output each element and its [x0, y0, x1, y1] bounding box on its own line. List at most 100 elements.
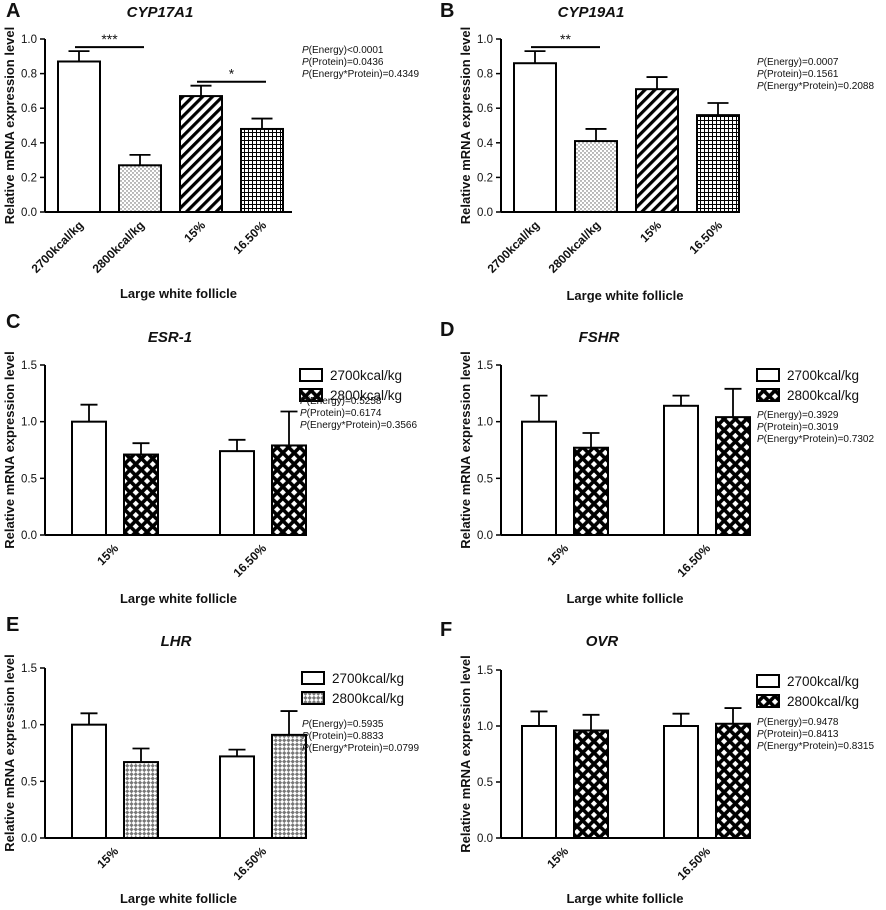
p-symbol: P [300, 396, 307, 407]
legend-swatch [301, 691, 325, 705]
x-tick-label: 2800kcal/kg [546, 218, 604, 276]
y-tick-label: 0.5 [477, 777, 493, 789]
x-axis-title: Large white follicle [566, 591, 683, 606]
y-tick-label: 0.6 [21, 103, 37, 115]
p-value-text: (Energy*Protein)=0.3566 [307, 420, 418, 431]
p-value: P(Energy*Protein)=0.8315 [757, 741, 874, 752]
p-symbol: P [757, 57, 764, 68]
panel-letter: C [6, 311, 20, 333]
y-tick-label: 0.0 [477, 530, 493, 542]
p-symbol: P [302, 57, 309, 68]
p-symbol: P [757, 729, 764, 740]
y-tick-label: 0.8 [21, 69, 37, 81]
y-tick-label: 1.0 [21, 34, 37, 46]
bar-2700kcalkg-0 [521, 725, 557, 839]
y-tick-label: 1.0 [477, 721, 493, 733]
p-value: P(Protein)=0.3019 [757, 422, 839, 433]
x-tick-label: 2800kcal/kg [90, 218, 148, 276]
panel-c: C ESR-1 Relative mRNA expression level 0.0 0… [2, 311, 417, 606]
p-value: P(Protein)=0.0436 [302, 57, 384, 68]
bar-2800kcalkg-0 [573, 729, 609, 839]
p-value: P(Energy*Protein)=0.7302 [757, 434, 874, 445]
y-tick-label: 1.5 [21, 360, 37, 372]
p-value-text: (Protein)=0.0436 [309, 57, 384, 68]
p-value-text: (Energy)=0.5935 [309, 719, 384, 730]
p-value: P(Energy*Protein)=0.0799 [302, 743, 419, 754]
panel-d: D FSHR Relative mRNA expression level 0.0 0.… [440, 319, 874, 606]
p-symbol: P [302, 69, 309, 80]
p-symbol: P [757, 717, 764, 728]
panel-letter: A [6, 0, 20, 22]
p-symbol: P [757, 741, 764, 752]
x-tick-label: 16.50% [674, 541, 713, 580]
p-value-text: (Protein)=0.6174 [307, 408, 382, 419]
legend-swatch [301, 671, 325, 685]
x-tick-label: 16.50% [674, 844, 713, 883]
legend-swatch [299, 388, 323, 402]
x-tick-label: 16.50% [686, 218, 725, 257]
y-tick-label: 0.6 [477, 103, 493, 115]
x-tick-label: 16.50% [230, 844, 269, 883]
x-tick-label: 2700kcal/kg [29, 218, 87, 276]
panel-b: B CYP19A1 Relative mRNA expression level 0.… [440, 0, 874, 303]
p-value: P(Protein)=0.8833 [302, 731, 384, 742]
p-value-text: (Energy*Protein)=0.0799 [309, 743, 420, 754]
p-value-text: (Energy*Protein)=0.2088 [764, 81, 875, 92]
bar-2700kcalkg-0 [521, 420, 557, 536]
y-axis-title: Relative mRNA expression level [458, 655, 473, 853]
y-tick-label: 1.0 [477, 417, 493, 429]
x-tick-label: 16.50% [230, 218, 269, 257]
gene-title: LHR [161, 633, 192, 650]
legend-label: 2800kcal/kg [787, 388, 859, 403]
p-value-text: (Energy*Protein)=0.7302 [764, 434, 875, 445]
p-symbol: P [757, 410, 764, 421]
x-tick-label: 15% [94, 541, 121, 568]
p-symbol: P [302, 719, 309, 730]
p-symbol: P [300, 408, 307, 419]
p-value-text: (Energy)<0.0001 [309, 45, 384, 56]
x-tick-label: 15% [181, 218, 208, 245]
p-symbol: P [300, 420, 307, 431]
x-axis-title: Large white follicle [566, 891, 683, 906]
p-value-text: (Energy*Protein)=0.4349 [309, 69, 420, 80]
x-tick-label: 15% [94, 844, 121, 871]
p-symbol: P [757, 422, 764, 433]
panel-e: E LHR Relative mRNA expression level 0.0 0.5… [2, 614, 419, 906]
bar-3 [696, 114, 740, 213]
y-axis-title: Relative mRNA expression level [2, 654, 17, 852]
panel-a: A CYP17A1 Relative mRNA expression level 0.… [2, 0, 419, 301]
legend-swatch [756, 388, 780, 402]
x-tick-label: 16.50% [230, 541, 269, 580]
y-tick-label: 1.5 [477, 360, 493, 372]
p-symbol: P [757, 69, 764, 80]
gene-title: CYP17A1 [127, 4, 194, 21]
legend-label: 2700kcal/kg [330, 368, 402, 383]
p-value-text: (Protein)=0.1561 [764, 69, 839, 80]
y-tick-label: 1.0 [477, 34, 493, 46]
legend-label: 2800kcal/kg [787, 694, 859, 709]
bar-2 [635, 88, 679, 213]
y-tick-label: 0.0 [477, 207, 493, 219]
bar-2800kcalkg-0 [123, 761, 159, 839]
y-tick-label: 1.5 [21, 663, 37, 675]
y-tick-label: 0.0 [21, 530, 37, 542]
y-tick-label: 0.4 [477, 138, 494, 150]
y-tick-label: 0.4 [21, 138, 38, 150]
bar-2700kcalkg-1 [219, 450, 255, 536]
y-tick-label: 0.5 [477, 473, 493, 485]
p-value: P(Energy*Protein)=0.2088 [757, 81, 874, 92]
p-symbol: P [302, 731, 309, 742]
y-axis-title: Relative mRNA expression level [2, 27, 17, 225]
p-symbol: P [302, 45, 309, 56]
p-value: P(Protein)=0.1561 [757, 69, 839, 80]
bar-2800kcalkg-0 [573, 446, 609, 537]
y-axis-title: Relative mRNA expression level [458, 27, 473, 225]
legend-label: 2700kcal/kg [787, 368, 859, 383]
legend-swatch [756, 674, 780, 688]
gene-title: OVR [586, 633, 619, 650]
p-value-text: (Protein)=0.8413 [764, 729, 839, 740]
y-tick-label: 0.0 [477, 833, 493, 845]
bar-0 [57, 60, 101, 213]
p-value-text: (Energy)=0.9478 [764, 717, 839, 728]
